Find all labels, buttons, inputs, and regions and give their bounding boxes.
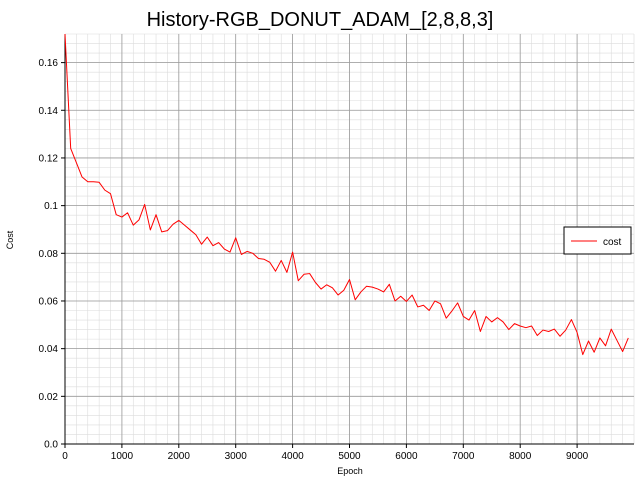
legend: cost xyxy=(563,226,632,255)
y-tick-label: 0.16 xyxy=(39,58,59,69)
y-tick-label: 0.04 xyxy=(39,344,59,355)
legend-label-cost: cost xyxy=(603,237,622,248)
chart-title: History-RGB_DONUT_ADAM_[2,8,8,3] xyxy=(147,9,494,31)
x-tick-label: 0 xyxy=(62,451,68,462)
x-axis-ticks: 0 1000 2000 3000 4000 5000 6000 7000 8000 9000 xyxy=(62,444,589,462)
x-axis-label: Epoch xyxy=(337,466,363,476)
x-tick-label: 2000 xyxy=(168,451,191,462)
x-tick-label: 7000 xyxy=(452,451,475,462)
y-tick-label: 0.1 xyxy=(44,201,58,212)
x-tick-label: 8000 xyxy=(509,451,532,462)
x-tick-label: 4000 xyxy=(281,451,304,462)
y-tick-label: 0.02 xyxy=(39,392,59,403)
y-tick-label: 0.08 xyxy=(39,249,59,260)
x-tick-label: 5000 xyxy=(338,451,361,462)
x-tick-label: 3000 xyxy=(225,451,248,462)
x-tick-label: 6000 xyxy=(395,451,418,462)
y-axis-ticks: 0.0 0.02 0.04 0.06 0.08 0.1 0.12 0.14 0.16 xyxy=(39,58,65,451)
x-tick-label: 9000 xyxy=(566,451,589,462)
y-tick-label: 0.12 xyxy=(39,153,59,164)
y-tick-label: 0.0 xyxy=(44,440,58,451)
x-tick-label: 1000 xyxy=(111,451,134,462)
y-tick-label: 0.14 xyxy=(39,106,59,117)
major-grid xyxy=(64,34,634,445)
series-line-cost xyxy=(64,33,629,356)
series-layer xyxy=(64,33,629,356)
y-tick-label: 0.06 xyxy=(39,296,59,307)
y-axis-label: Cost xyxy=(5,230,15,249)
